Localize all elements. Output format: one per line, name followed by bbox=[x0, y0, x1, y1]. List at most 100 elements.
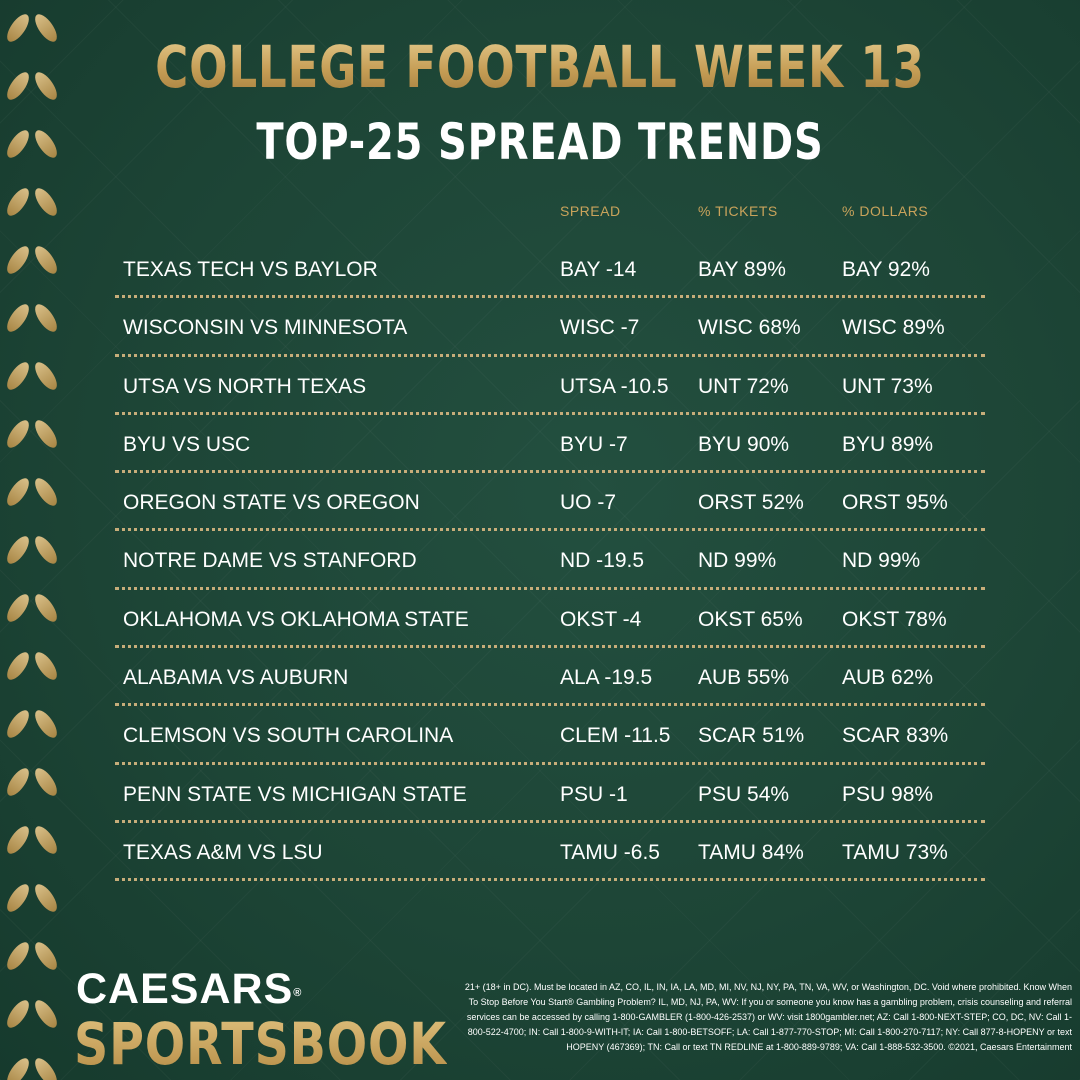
dollars-cell: ORST 95% bbox=[842, 491, 948, 515]
leaf-icon bbox=[7, 652, 29, 680]
dollars-cell: OKST 78% bbox=[842, 607, 947, 631]
column-header-spread: SPREAD bbox=[560, 203, 621, 219]
tickets-cell: WISC 68% bbox=[698, 316, 801, 340]
table-row: ALABAMA VS AUBURN ALA -19.5 AUB 55% AUB … bbox=[115, 648, 985, 707]
game-cell: UTSA VS NORTH TEXAS bbox=[123, 374, 367, 398]
leaf-icon bbox=[7, 536, 29, 564]
dollars-cell: TAMU 73% bbox=[842, 840, 948, 864]
leaf-icon bbox=[35, 594, 57, 622]
dollars-cell: WISC 89% bbox=[842, 316, 945, 340]
leaf-icon bbox=[7, 594, 29, 622]
leaf-icon bbox=[35, 884, 57, 912]
leaf-icon bbox=[7, 768, 29, 796]
game-cell: OREGON STATE VS OREGON bbox=[123, 491, 420, 515]
tickets-cell: BAY 89% bbox=[698, 258, 786, 281]
game-cell: BYU VS USC bbox=[123, 432, 251, 456]
leaf-icon bbox=[35, 1000, 57, 1028]
leaf-icon bbox=[7, 942, 29, 970]
tickets-cell: UNT 72% bbox=[698, 374, 789, 398]
spread-cell: CLEM -11.5 bbox=[560, 724, 671, 748]
game-cell: TEXAS A&M VS LSU bbox=[123, 840, 323, 864]
brand-line1: CAESARS bbox=[76, 965, 294, 1013]
page-title: COLLEGE FOOTBALL WEEK 13 bbox=[119, 32, 961, 102]
leaf-icon bbox=[35, 14, 57, 42]
leaf-icon bbox=[7, 826, 29, 854]
brand-sportsbook: SPORTSBOOK bbox=[74, 1010, 447, 1078]
game-cell: TEXAS TECH VS BAYLOR bbox=[123, 258, 378, 281]
tickets-cell: SCAR 51% bbox=[698, 724, 805, 748]
tickets-cell: ND 99% bbox=[698, 549, 777, 573]
leaf-icon bbox=[35, 536, 57, 564]
column-header-dollars: % DOLLARS bbox=[842, 203, 929, 219]
leaf-icon bbox=[7, 130, 29, 158]
dollars-cell: BAY 92% bbox=[842, 258, 930, 281]
leaf-icon bbox=[35, 420, 57, 448]
table-row: TEXAS A&M VS LSU TAMU -6.5 TAMU 84% TAMU… bbox=[115, 823, 985, 882]
spread-cell: BAY -14 bbox=[560, 258, 637, 281]
legal-disclaimer: 21+ (18+ in DC). Must be located in AZ, … bbox=[464, 982, 1072, 1052]
leaf-icon bbox=[35, 72, 57, 100]
leaf-icon bbox=[35, 710, 57, 738]
game-cell: ALABAMA VS AUBURN bbox=[123, 666, 349, 690]
leaf-icon bbox=[7, 304, 29, 332]
leaf-icon bbox=[35, 362, 57, 390]
leaf-icon bbox=[7, 188, 29, 216]
leaf-icon bbox=[7, 420, 29, 448]
spread-cell: BYU -7 bbox=[560, 432, 628, 456]
table-row: NOTRE DAME VS STANFORD ND -19.5 ND 99% N… bbox=[115, 531, 985, 590]
game-cell: CLEMSON VS SOUTH CAROLINA bbox=[123, 724, 454, 748]
table-row: OKLAHOMA VS OKLAHOMA STATE OKST -4 OKST … bbox=[115, 590, 985, 649]
table-row: TEXAS TECH VS BAYLOR BAY -14 BAY 89% BAY… bbox=[115, 240, 985, 299]
game-cell: NOTRE DAME VS STANFORD bbox=[123, 549, 417, 573]
leaf-icon bbox=[7, 1000, 29, 1028]
game-cell: WISCONSIN VS MINNESOTA bbox=[123, 316, 408, 340]
leaf-icon bbox=[7, 710, 29, 738]
trends-table: TEXAS TECH VS BAYLOR BAY -14 BAY 89% BAY… bbox=[115, 240, 985, 882]
game-cell: OKLAHOMA VS OKLAHOMA STATE bbox=[123, 607, 469, 631]
leaf-icon bbox=[35, 768, 57, 796]
page-subtitle: TOP-25 SPREAD TRENDS bbox=[256, 113, 824, 171]
leaf-icon bbox=[7, 884, 29, 912]
leaf-icon bbox=[35, 1058, 57, 1080]
leaf-icon bbox=[35, 188, 57, 216]
laurel-vine-icon bbox=[7, 0, 57, 1080]
leaf-icon bbox=[7, 72, 29, 100]
leaf-icon bbox=[35, 826, 57, 854]
table-row: WISCONSIN VS MINNESOTA WISC -7 WISC 68% … bbox=[115, 298, 985, 357]
spread-cell: UO -7 bbox=[560, 491, 617, 515]
game-cell: PENN STATE VS MICHIGAN STATE bbox=[123, 782, 467, 806]
column-header-tickets: % TICKETS bbox=[698, 203, 778, 219]
tickets-cell: PSU 54% bbox=[698, 782, 790, 806]
leaf-icon bbox=[7, 246, 29, 274]
leaf-icon bbox=[35, 652, 57, 680]
tickets-cell: ORST 52% bbox=[698, 491, 804, 515]
leaf-icon bbox=[7, 478, 29, 506]
spread-cell: UTSA -10.5 bbox=[560, 374, 669, 398]
brand-caesars: CAESARS® bbox=[76, 965, 302, 1014]
leaf-icon bbox=[35, 304, 57, 332]
dollars-cell: AUB 62% bbox=[842, 666, 934, 690]
leaf-icon bbox=[7, 362, 29, 390]
leaf-icon bbox=[7, 14, 29, 42]
table-row: UTSA VS NORTH TEXAS UTSA -10.5 UNT 72% U… bbox=[115, 357, 985, 415]
leaf-icon bbox=[35, 246, 57, 274]
tickets-cell: AUB 55% bbox=[698, 666, 790, 690]
dollars-cell: BYU 89% bbox=[842, 432, 934, 456]
dollars-cell: UNT 73% bbox=[842, 374, 933, 398]
tickets-cell: OKST 65% bbox=[698, 607, 803, 631]
spread-cell: WISC -7 bbox=[560, 316, 640, 340]
tickets-cell: BYU 90% bbox=[698, 432, 790, 456]
spread-cell: TAMU -6.5 bbox=[560, 840, 660, 864]
leaf-icon bbox=[35, 478, 57, 506]
dollars-cell: SCAR 83% bbox=[842, 724, 949, 748]
table-row: PENN STATE VS MICHIGAN STATE PSU -1 PSU … bbox=[115, 765, 985, 823]
dollars-cell: PSU 98% bbox=[842, 782, 934, 806]
leaf-icon bbox=[35, 130, 57, 158]
registered-mark: ® bbox=[293, 987, 303, 999]
table-row: BYU VS USC BYU -7 BYU 90% BYU 89% bbox=[115, 415, 985, 474]
spread-cell: ND -19.5 bbox=[560, 549, 645, 573]
dollars-cell: ND 99% bbox=[842, 549, 921, 573]
table-row: OREGON STATE VS OREGON UO -7 ORST 52% OR… bbox=[115, 473, 985, 532]
spread-cell: OKST -4 bbox=[560, 607, 642, 631]
table-row: CLEMSON VS SOUTH CAROLINA CLEM -11.5 SCA… bbox=[115, 706, 985, 765]
